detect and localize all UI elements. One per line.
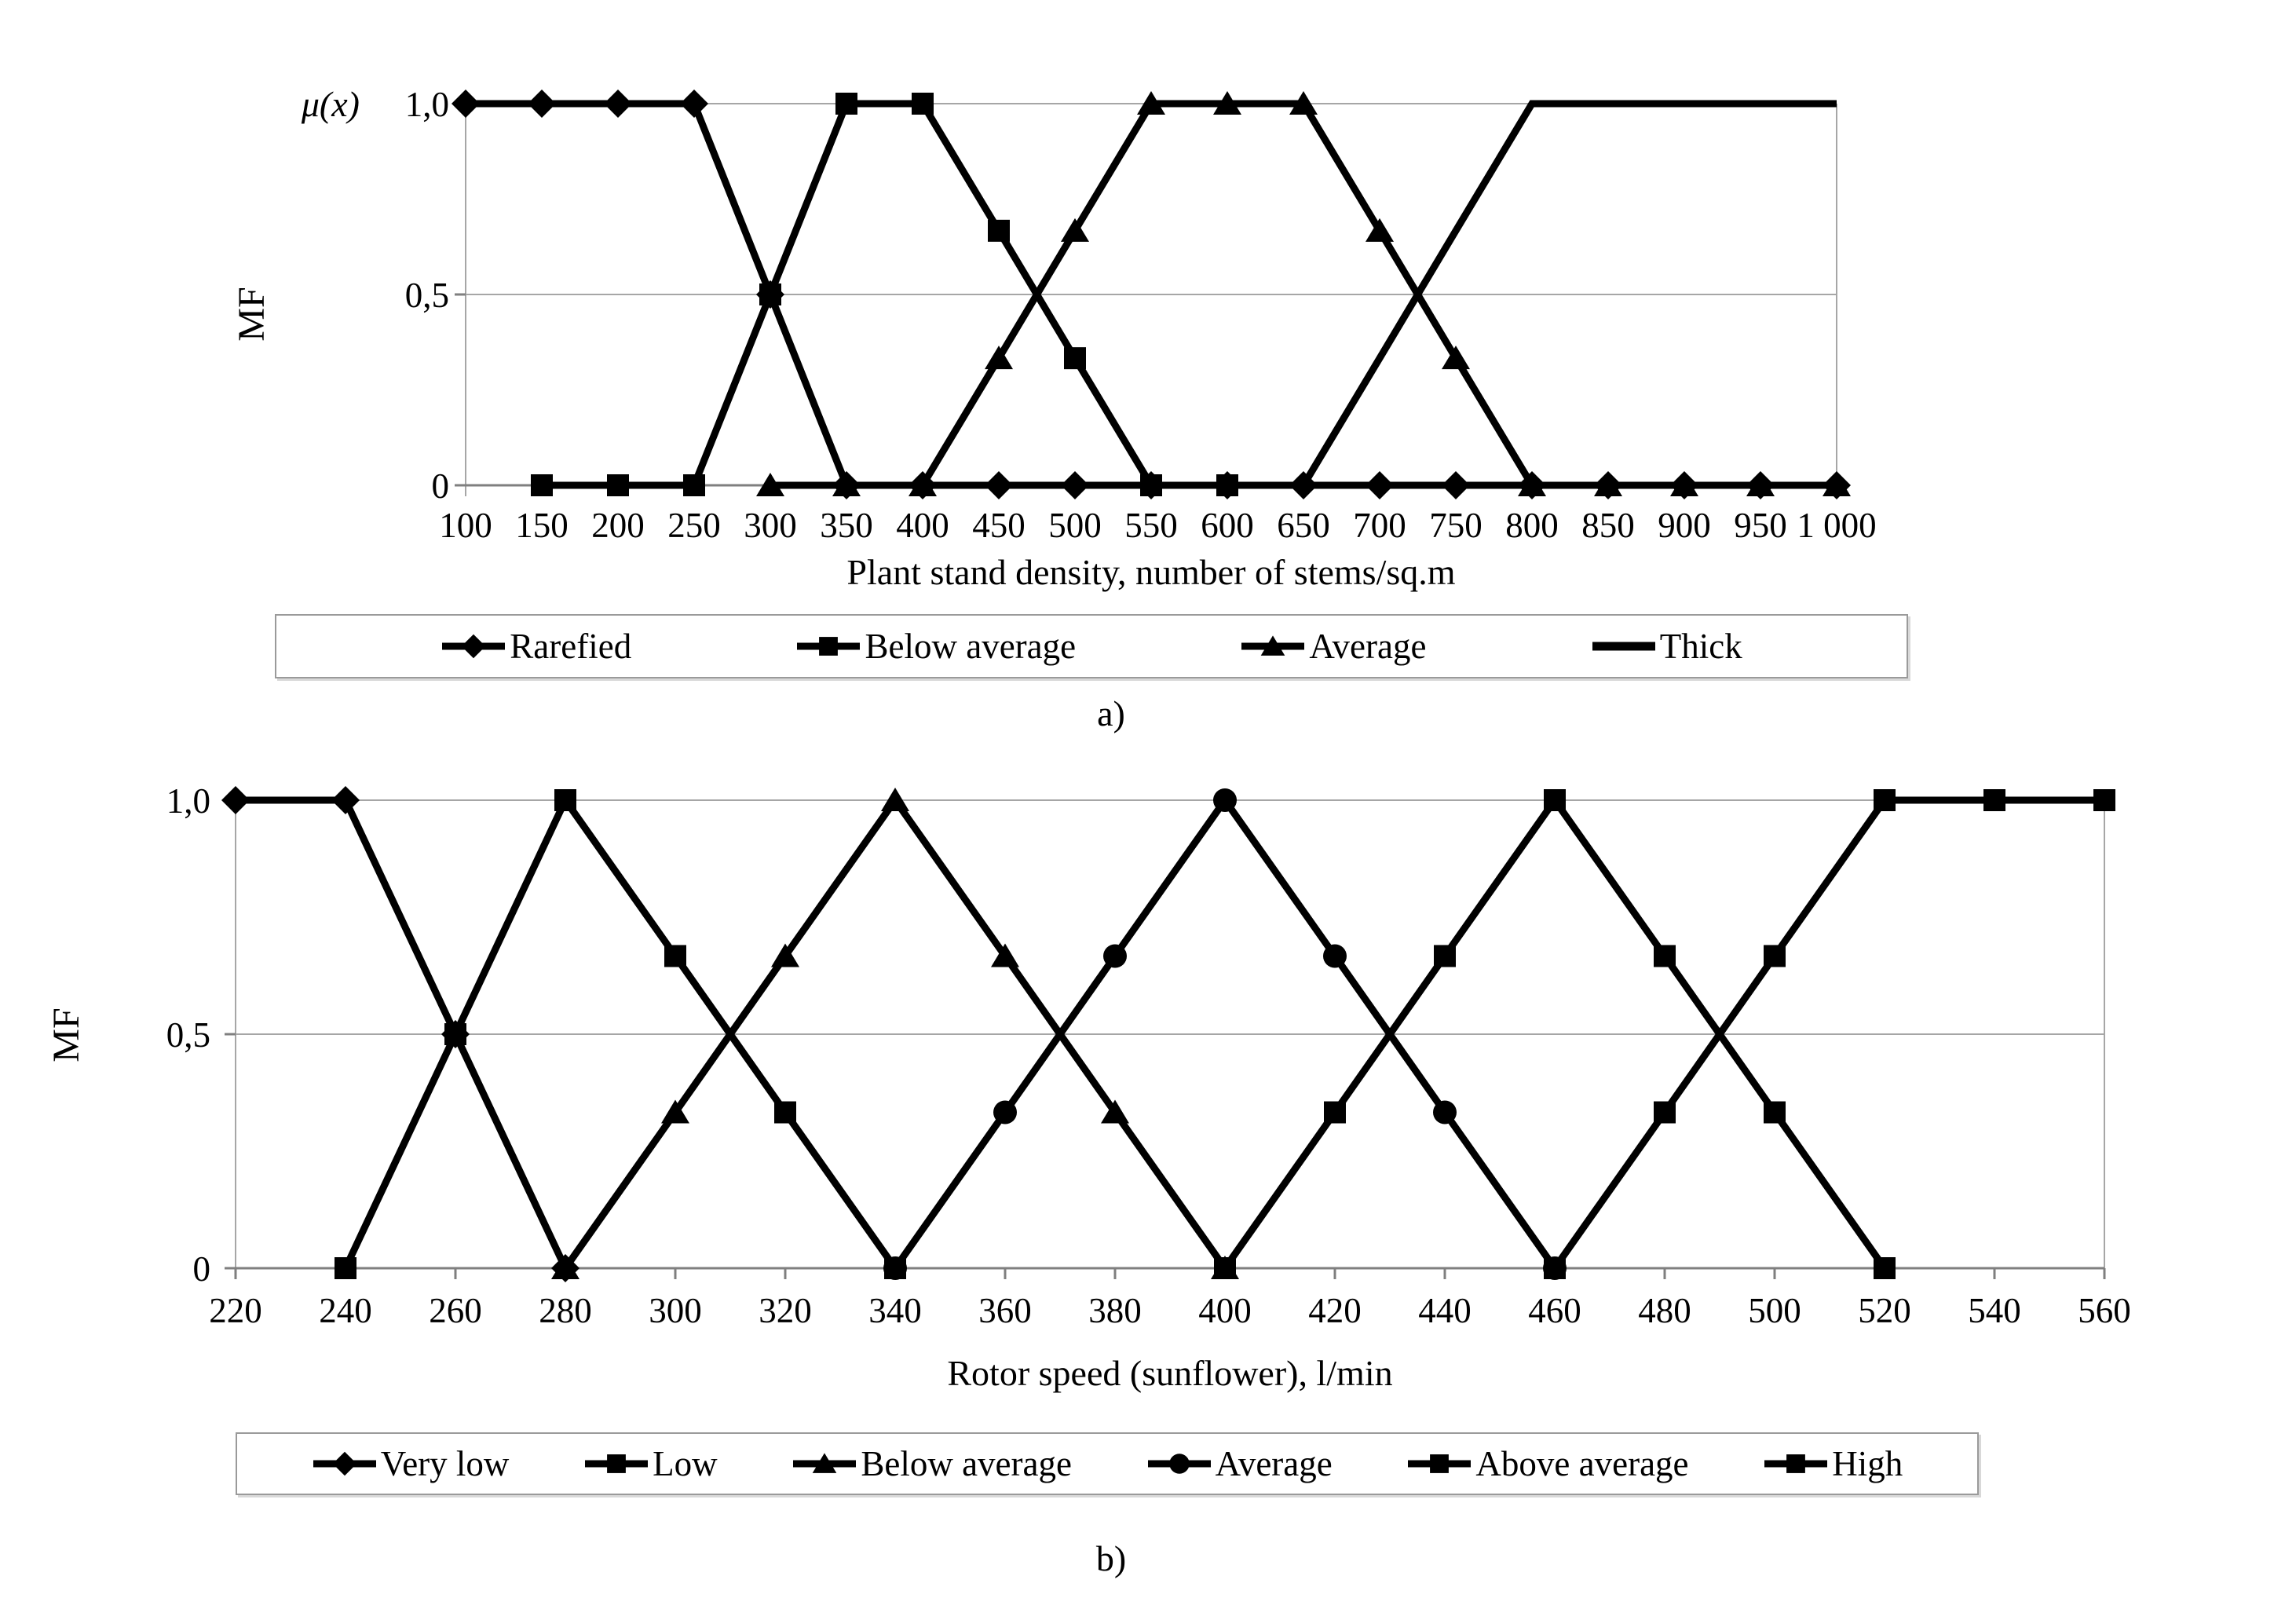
chart-a: 100 150 200 250 300 350 400 450 500 550 600 650 700 7… <box>231 84 1877 545</box>
series-above-average <box>1214 789 1896 1279</box>
above-average-legend-marker-icon <box>1408 1454 1472 1473</box>
average-legend-marker-icon <box>1241 635 1305 656</box>
x-tick-label: 240 <box>319 1291 372 1330</box>
legend-item-label: High <box>1832 1444 1903 1483</box>
x-tick-label: 100 <box>439 506 492 545</box>
chart-b: 220 240 260 280 300 320 340 360 380 400 420 440 460 4… <box>46 781 2131 1330</box>
chart-b-legend: Very low Low Below average Average Above ave… <box>236 1432 1979 1495</box>
legend-item-thick: Thick <box>1591 626 1742 667</box>
y-tick-label: 0,5 <box>405 276 449 315</box>
x-tick-label: 300 <box>649 1291 702 1330</box>
x-tick-label: 560 <box>2078 1291 2131 1330</box>
below-average-legend-marker-icon <box>793 1453 857 1473</box>
legend-item-average: Average <box>1146 1443 1333 1484</box>
x-tick-label: 320 <box>759 1291 812 1330</box>
x-tick-label: 400 <box>1198 1291 1252 1330</box>
x-tick-label: 400 <box>896 506 949 545</box>
x-tick-label: 550 <box>1124 506 1178 545</box>
x-tick-label: 900 <box>1658 506 1711 545</box>
legend-item-above-average: Above average <box>1406 1443 1689 1484</box>
x-tick-label: 850 <box>1581 506 1635 545</box>
legend-item-below-average: Below average <box>792 1443 1072 1484</box>
x-tick-label: 280 <box>539 1291 592 1330</box>
x-tick-label: 220 <box>209 1291 262 1330</box>
chart-a-x-axis-title: Plant stand density, number of stems/sq.… <box>846 552 1456 592</box>
x-tick-label: 750 <box>1429 506 1483 545</box>
legend-item-label: Average <box>1215 1444 1333 1483</box>
x-tick-label: 460 <box>1528 1291 1581 1330</box>
legend-item-average: Average <box>1240 626 1426 667</box>
x-tick-label: 200 <box>591 506 645 545</box>
x-tick-label: 260 <box>429 1291 482 1330</box>
chart-a-legend: Rarefied Below average Average Thick <box>275 614 1908 678</box>
y-tick-label: 0 <box>432 466 450 506</box>
legend-item-low: Low <box>583 1443 718 1484</box>
mu-x-label: μ(x) <box>301 84 360 124</box>
chart-b-caption: b) <box>1095 1538 1127 1578</box>
series-below-average <box>531 93 1238 496</box>
x-tick-label: 800 <box>1505 506 1559 545</box>
chart-b-y-axis-title: MF <box>46 1007 87 1062</box>
legend-item-label: Average <box>1309 627 1427 666</box>
x-tick-label: 450 <box>972 506 1026 545</box>
thick-legend-marker-icon <box>1592 642 1655 651</box>
series-thick <box>1300 100 1837 488</box>
x-tick-label: 520 <box>1858 1291 1911 1330</box>
chart-a-y-axis-title: MF <box>231 287 272 341</box>
below-average-legend-marker-icon <box>797 637 861 656</box>
x-tick-label: 440 <box>1418 1291 1472 1330</box>
legend-item-label: Low <box>653 1444 718 1483</box>
x-tick-label: 540 <box>1968 1291 2021 1330</box>
series-average <box>883 788 1567 1280</box>
chart-b-x-axis-title: Rotor speed (sunflower), l/min <box>947 1353 1393 1393</box>
high-legend-marker-icon <box>1764 1454 1828 1473</box>
x-tick-label: 650 <box>1277 506 1330 545</box>
legend-item-label: Below average <box>861 1444 1072 1483</box>
x-tick-label: 1 000 <box>1797 506 1876 545</box>
x-tick-label: 420 <box>1308 1291 1362 1330</box>
y-tick-label: 0,5 <box>166 1015 210 1055</box>
rarefied-legend-marker-icon <box>442 634 506 659</box>
low-legend-marker-icon <box>585 1454 649 1473</box>
legend-item-rarefied: Rarefied <box>441 626 631 667</box>
x-tick-label: 360 <box>978 1291 1032 1330</box>
average-legend-marker-icon <box>1147 1454 1211 1474</box>
legend-item-below-average: Below average <box>795 626 1076 667</box>
x-tick-label: 250 <box>667 506 721 545</box>
legend-item-high: High <box>1763 1443 1903 1484</box>
y-tick-label: 0 <box>193 1249 211 1289</box>
series-low <box>335 789 906 1279</box>
x-tick-label: 380 <box>1088 1291 1142 1330</box>
legend-item-label: Thick <box>1659 627 1742 666</box>
series-average <box>756 91 1851 496</box>
legend-item-label: Above average <box>1475 1444 1689 1483</box>
x-tick-label: 150 <box>515 506 569 545</box>
chart-a-caption: a) <box>1097 693 1125 733</box>
legend-item-label: Below average <box>865 627 1077 666</box>
legend-item-label: Very low <box>380 1444 510 1483</box>
x-tick-label: 600 <box>1201 506 1254 545</box>
x-tick-label: 500 <box>1048 506 1102 545</box>
x-tick-label: 340 <box>868 1291 922 1330</box>
y-tick-label: 1,0 <box>166 781 210 821</box>
x-tick-label: 480 <box>1638 1291 1691 1330</box>
x-tick-label: 950 <box>1734 506 1787 545</box>
x-tick-label: 700 <box>1353 506 1406 545</box>
x-tick-label: 300 <box>744 506 797 545</box>
legend-item-very-low: Very low <box>312 1443 510 1484</box>
x-tick-label: 350 <box>820 506 873 545</box>
y-tick-label: 1,0 <box>405 85 449 124</box>
x-tick-label: 500 <box>1748 1291 1801 1330</box>
very-low-legend-marker-icon <box>313 1451 376 1476</box>
legend-item-label: Rarefied <box>510 627 632 666</box>
